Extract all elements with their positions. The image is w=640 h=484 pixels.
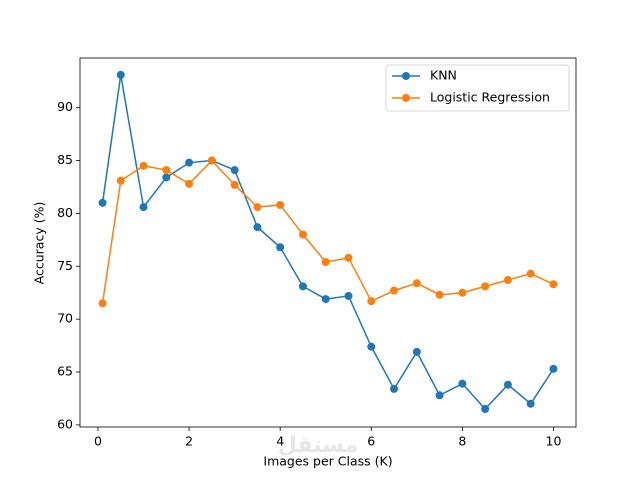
data-point [526,399,535,408]
data-point [367,297,376,306]
y-tick-label: 70 [57,311,73,326]
data-point [344,291,353,300]
y-tick-label: 85 [57,152,73,167]
data-point [481,405,490,414]
data-point [276,200,285,209]
data-point [116,176,125,185]
y-tick-label: 90 [57,99,73,114]
data-point [185,158,194,167]
data-point [253,203,262,212]
x-tick-label: 4 [276,434,284,449]
data-point [298,282,307,291]
data-point [98,299,107,308]
series-line [101,74,555,411]
data-point [503,276,512,285]
data-point [321,295,330,304]
data-point [367,342,376,351]
plot-area [79,57,577,428]
data-point [503,380,512,389]
y-tick-label: 65 [57,364,73,379]
legend-label: KNN [430,68,457,83]
data-point [298,230,307,239]
data-point [162,173,171,182]
data-point [162,166,171,175]
data-point [276,243,285,252]
watermark: مستقل [278,433,358,458]
x-tick-label: 10 [546,434,562,449]
data-point [412,279,421,288]
data-point [412,347,421,356]
data-point [526,269,535,278]
data-point [253,223,262,232]
data-point [344,253,353,262]
data-point [230,180,239,189]
data-point [481,282,490,291]
x-tick-label: 6 [367,434,375,449]
legend-marker [402,72,410,80]
data-point [207,156,216,165]
x-tick-label: 8 [458,434,466,449]
legend-box [385,64,570,112]
x-tick-label: 2 [185,434,193,449]
legend-marker [402,94,410,102]
data-point [230,166,239,175]
y-tick-label: 80 [57,205,73,220]
data-point [435,290,444,299]
data-point [116,70,125,79]
data-point [435,391,444,400]
y-tick-label: 75 [57,258,73,273]
data-point [549,280,558,289]
data-point [549,364,558,373]
data-point [390,286,399,295]
x-axis-label: Images per Class (K) [263,454,392,469]
data-point [139,161,148,170]
data-point [458,379,467,388]
data-point [185,179,194,188]
y-tick-label: 60 [57,416,73,431]
x-tick-label: 0 [94,434,102,449]
data-point [139,203,148,212]
series-line [101,159,554,304]
data-point [321,258,330,267]
data-point [98,198,107,207]
legend-label: Logistic Regression [430,90,550,105]
data-point [390,384,399,393]
data-point [458,288,467,297]
y-axis-label: Accuracy (%) [32,202,47,285]
